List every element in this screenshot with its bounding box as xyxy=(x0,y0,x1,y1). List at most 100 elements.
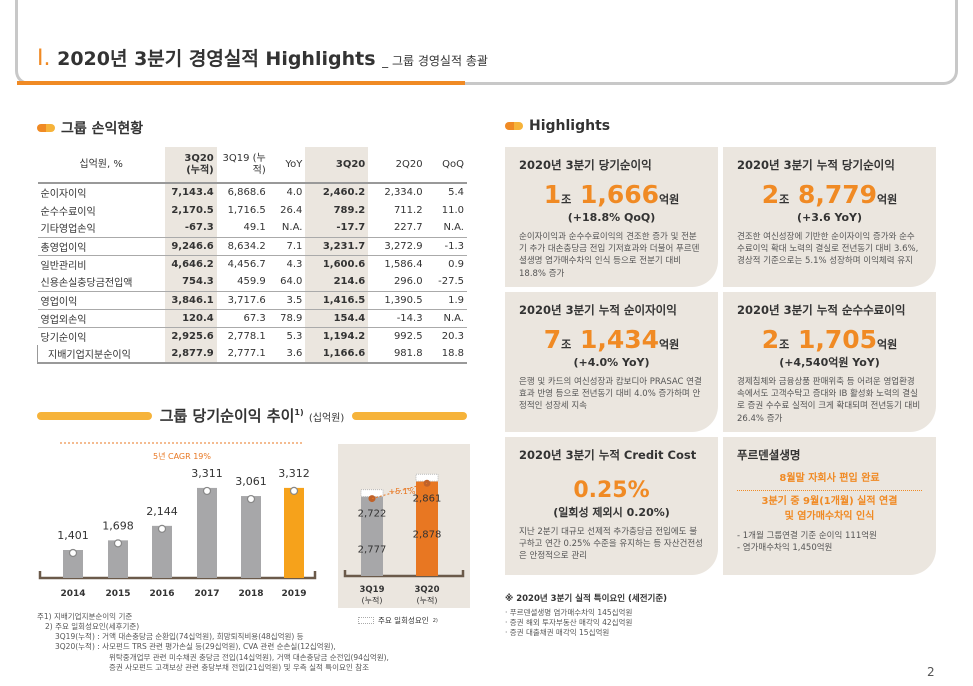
x-tick-label: 2016 xyxy=(149,589,174,599)
bar-marker xyxy=(246,494,256,504)
cell-value: 67.3 xyxy=(216,308,269,327)
cell-value: 3,846.1 xyxy=(164,290,217,309)
cell-value: 8,634.2 xyxy=(216,236,269,255)
cell-value: 2,778.1 xyxy=(216,326,269,345)
cell-value: 992.5 xyxy=(368,326,426,345)
card-figure: 7조 1,434억원 xyxy=(543,324,680,354)
data-label: 2,144 xyxy=(146,505,178,518)
card-bullet: - 염가매수차익 1,450억원 xyxy=(737,543,833,554)
footnote: 증권 사모펀드 고객보상 관련 충당부채 전입(21십억원) 및 우측 실적 특… xyxy=(109,662,370,672)
row-label: 영업외손익 xyxy=(37,308,165,327)
highlights-section-header: Highlights xyxy=(505,118,610,134)
table-row: 영업외손익 120.4 67.3 78.9 154.4 -14.3 N.A. xyxy=(37,308,467,327)
cell-value: 20.3 xyxy=(425,326,467,345)
cumulative-panel xyxy=(338,444,470,608)
bar-marker xyxy=(289,486,299,495)
column-header: 2Q20 xyxy=(368,147,426,184)
card-title: 2020년 3분기 누적 당기순이익 xyxy=(737,158,895,172)
cell-value: 1,390.5 xyxy=(368,290,426,309)
x-tick-label: 2017 xyxy=(194,589,219,599)
special-item: · 푸르덴셜생명 염가매수차익 145십억원 xyxy=(505,608,633,617)
cell-value: 4,456.7 xyxy=(216,254,269,273)
bar xyxy=(241,496,261,578)
cell-value: 3,717.6 xyxy=(216,290,269,309)
cell-value: 3,231.7 xyxy=(305,236,369,255)
cell-value: 6,868.6 xyxy=(227,187,266,198)
column-header: QoQ xyxy=(425,147,467,184)
cell-value: 64.0 xyxy=(280,276,303,288)
row-label: 일반관리비 xyxy=(37,254,165,273)
x-tick-label: (누적) xyxy=(417,595,438,605)
column-header: 십억원, % xyxy=(37,147,165,184)
card-figure: 2조 8,779억원 xyxy=(761,179,898,209)
legend-swatch xyxy=(358,617,374,624)
row-label: 영업이익 xyxy=(37,290,165,309)
table-row: 지배기업지분순이익 2,877.9 2,777.1 3.6 1,166.6 981.8 18… xyxy=(36,345,467,364)
cell-value: 3,272.9 xyxy=(368,236,426,255)
section-marker: I. xyxy=(37,46,51,71)
cell-value: 754.3 xyxy=(164,273,217,291)
highlight-card: 2020년 3분기 누적 순이자이익 7조 1,434억원 (+4.0% YoY) 은… xyxy=(505,292,718,432)
card-change: (+3.6 YoY) xyxy=(796,210,863,224)
cell-value: -1.3 xyxy=(425,236,467,255)
card-line1: 8월말 자회사 편입 완료 xyxy=(737,472,922,492)
row-label: 당기순이익 xyxy=(37,326,165,345)
pl-section-header: 그룹 손익현황 xyxy=(37,118,143,138)
cell-value: 711.2 xyxy=(393,204,423,216)
column-header: 3Q20 xyxy=(305,147,369,184)
cell-value: 18.8 xyxy=(425,345,467,364)
card-figure: 1조 1,666억원 xyxy=(543,179,680,209)
highlights-title: Highlights xyxy=(529,118,611,134)
bar xyxy=(416,481,438,576)
bar xyxy=(152,525,172,578)
cell-value: 1,416.5 xyxy=(305,290,369,309)
highlight-card: 2020년 3분기 누적 순수수료이익 2조 1,705억원 (+4,540억원 Y… xyxy=(723,292,936,432)
cell-value: 154.4 xyxy=(305,308,369,327)
title-subtitle: _ 그룹 경영실적 총괄 xyxy=(382,54,488,68)
highlight-card: 2020년 3분기 누적 Credit Cost 0.25% (일회성 제외시 0.… xyxy=(505,437,718,575)
cell-value: 981.8 xyxy=(368,345,426,364)
highlight-card: 2020년 3분기 누적 당기순이익 2조 8,779억원 (+3.6 YoY) 견조… xyxy=(723,147,936,287)
cell-value: N.A. xyxy=(443,222,464,234)
bar-marker xyxy=(113,539,123,548)
card-title: 2020년 3분기 누적 Credit Cost xyxy=(519,448,697,462)
x-axis-bracket xyxy=(38,571,317,580)
bar-marker xyxy=(157,524,167,533)
card-title: 2020년 3분기 누적 순이자이익 xyxy=(519,303,677,317)
cell-value: 2,460.2 xyxy=(305,183,369,201)
card-change: (+4,540억원 YoY) xyxy=(779,355,880,369)
table-row: 신용손실충당금전입액 754.3 459.9 64.0 214.6 296.0 -27.5 xyxy=(38,273,468,291)
bar xyxy=(108,540,128,578)
cell-value: 11.0 xyxy=(441,204,464,216)
pill-icon xyxy=(37,124,55,132)
cell-value: 2,777.1 xyxy=(216,345,269,364)
card-figure: 0.25% xyxy=(573,477,650,503)
card-desc: 견조한 여신성장에 기반한 순이자이익 증가와 순수수료이익 확대 노력의 결실… xyxy=(737,231,919,267)
x-tick-label: 2019 xyxy=(281,589,306,599)
chart-title-row: 그룹 당기순이익 추이1) (십억원) xyxy=(37,405,467,426)
card-desc: 경제침체와 금융상품 판매위축 등 어려운 영업환경 속에서도 고객수탁고 증대… xyxy=(737,376,921,424)
bar xyxy=(361,496,383,576)
growth-line xyxy=(371,482,428,500)
total-label: 2,878 xyxy=(413,529,442,540)
page-number: 2 xyxy=(927,665,935,679)
cell-value: 3.5 xyxy=(268,290,306,309)
card-title: 2020년 3분기 당기순이익 xyxy=(519,158,652,172)
cell-value: 214.6 xyxy=(305,273,369,291)
cell-value: 227.7 xyxy=(393,222,423,234)
footnotes: 주1) 지배기업지분순이익 기준 2) 주요 일회성요인(세후기준) 3Q19(누적… xyxy=(37,612,389,673)
footnote: 3Q20(누적) : 사모펀드 TRS 관련 평가손실 등(29십억원), CV… xyxy=(55,642,336,652)
cell-value: 5.3 xyxy=(268,326,306,345)
highlight-card: 2020년 3분기 당기순이익 1조 1,666억원 (+18.8% QoQ) 순이자… xyxy=(505,147,718,287)
chart-title: 그룹 당기순이익 추이1) (십억원) xyxy=(159,407,345,425)
card-desc: 순이자이익과 순수수료이익의 견조한 증가 및 전분기 추가 대손충당금 전입 … xyxy=(519,231,700,279)
column-header: 3Q20 (누적) xyxy=(164,147,217,184)
cell-value: 2,170.5 xyxy=(164,201,217,219)
cell-value: 4,646.2 xyxy=(164,254,217,273)
cell-value: 2,925.6 xyxy=(164,326,217,345)
panel-bracket xyxy=(343,570,465,578)
cell-value: 4.0 xyxy=(286,187,303,198)
data-label: 1,401 xyxy=(57,529,89,542)
cell-value: 4.3 xyxy=(268,254,306,273)
cell-value: 296.0 xyxy=(393,276,423,288)
